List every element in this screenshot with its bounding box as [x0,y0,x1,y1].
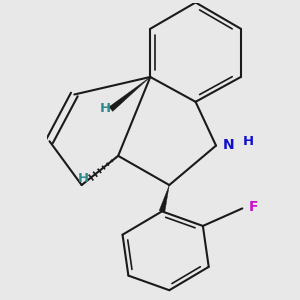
Text: H: H [242,135,253,148]
Text: H: H [100,102,111,115]
Polygon shape [109,77,150,111]
Polygon shape [159,185,169,212]
Text: F: F [249,200,258,214]
Text: N: N [222,138,234,152]
Text: H: H [78,172,89,185]
